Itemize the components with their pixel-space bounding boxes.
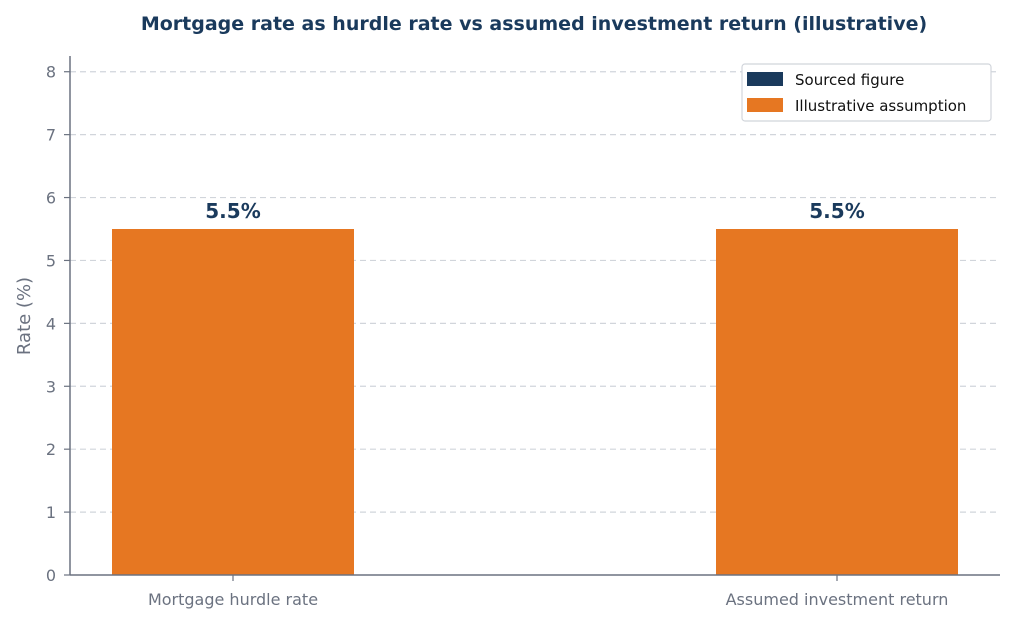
y-tick-label: 7 (46, 126, 56, 145)
bars (112, 229, 958, 575)
x-tick-label: Assumed investment return (726, 590, 949, 609)
y-tick-label: 5 (46, 251, 56, 270)
legend-box (741, 63, 992, 122)
y-tick-label: 1 (46, 503, 56, 522)
axes: 0 1 2 3 4 5 6 7 8 Mortgage hurdle rate Assumed inv… (46, 56, 1000, 609)
legend-swatch (747, 72, 783, 86)
bar (112, 229, 354, 575)
x-tick-label: Mortgage hurdle rate (148, 590, 318, 609)
y-tick-label: 6 (46, 189, 56, 208)
bar-value-label: 5.5% (809, 199, 864, 223)
bar-value-label: 5.5% (205, 199, 260, 223)
y-tick-label: 2 (46, 440, 56, 459)
legend: Sourced figure Illustrative assumption (741, 63, 992, 122)
legend-label: Sourced figure (795, 71, 904, 89)
legend-swatch (747, 98, 783, 112)
y-axis-label: Rate (%) (14, 277, 35, 355)
bar (716, 229, 958, 575)
y-tick-label: 0 (46, 566, 56, 585)
chart-title: Mortgage rate as hurdle rate vs assumed … (141, 13, 927, 35)
y-tick-label: 4 (46, 314, 56, 333)
y-tick-label: 8 (46, 63, 56, 82)
y-tick-label: 3 (46, 377, 56, 396)
data-labels: 5.5% 5.5% (205, 199, 864, 223)
legend-label: Illustrative assumption (795, 97, 966, 115)
